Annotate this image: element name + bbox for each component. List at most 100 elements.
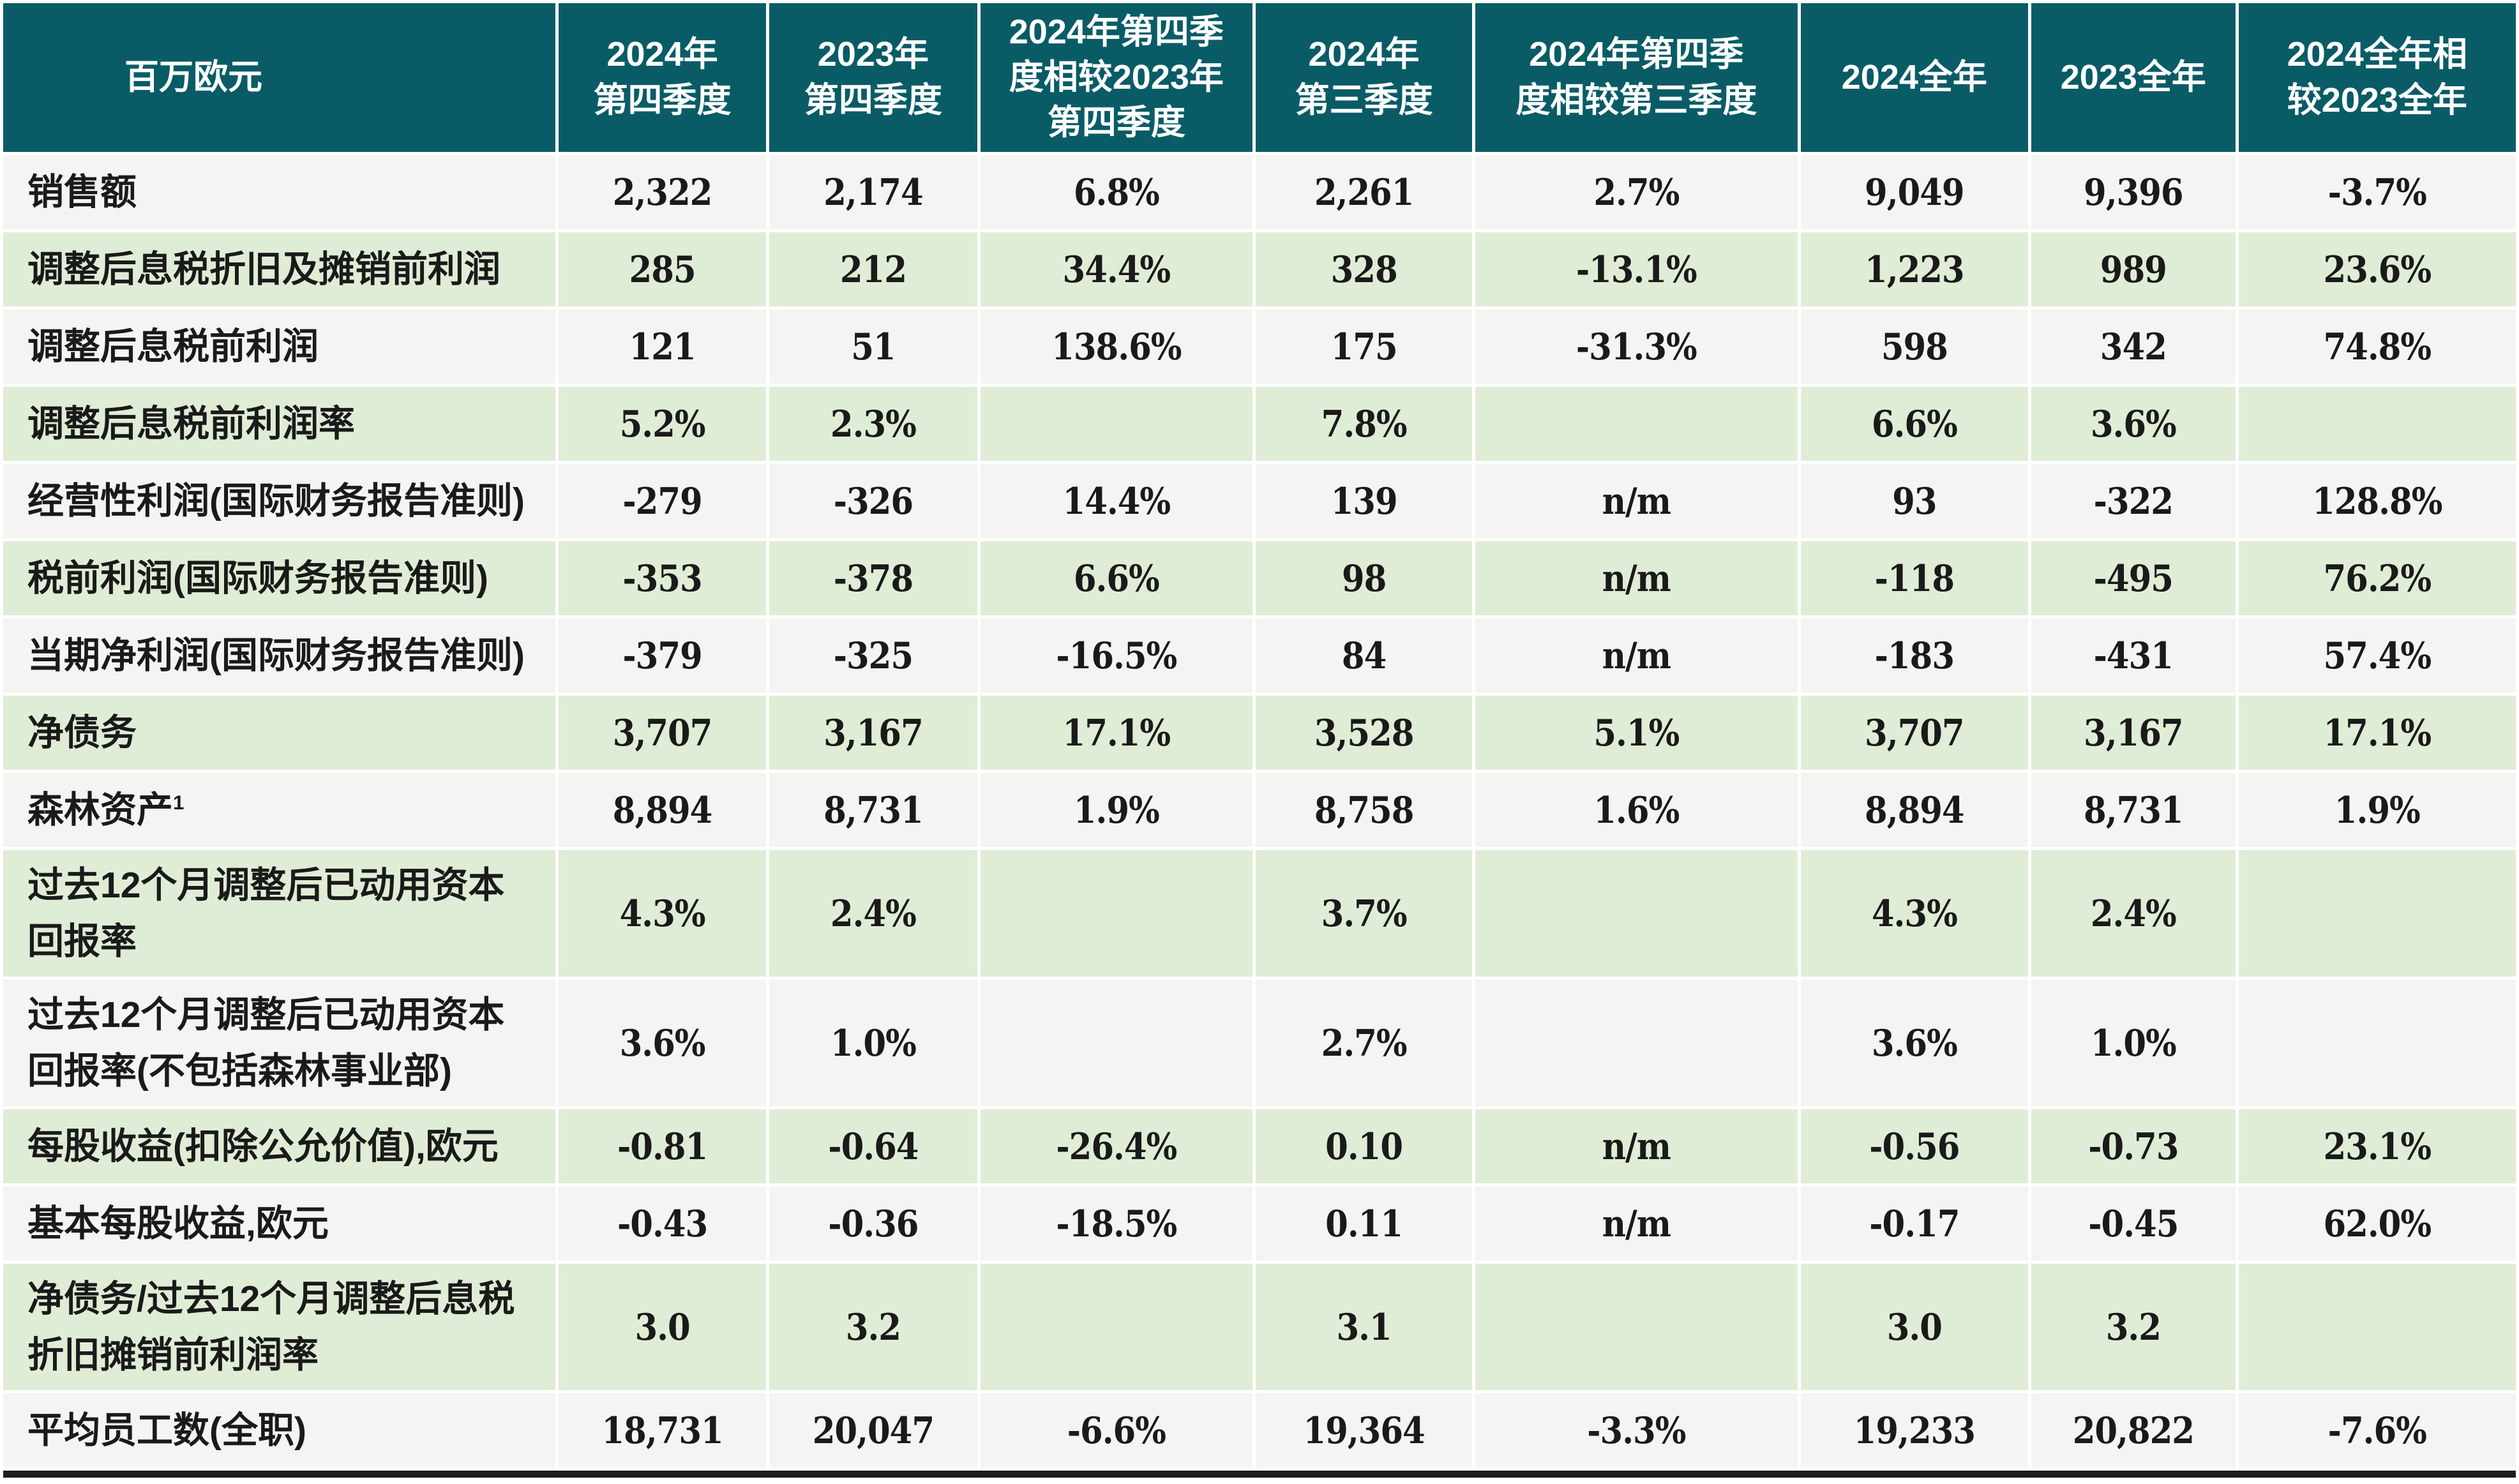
cell-value: 18,731 <box>558 1393 767 1467</box>
cell-value: 19,364 <box>1256 1393 1473 1467</box>
table-row: 税前利润(国际财务报告准则) -353 -378 6.6% 98 n/m -118 -495 7… <box>3 541 2516 615</box>
cell-value: 121 <box>558 310 767 384</box>
table-row: 调整后息税前利润率 5.2% 2.3% 7.8% 6.6% 3.6% <box>3 387 2516 461</box>
row-label: 森林资产1 <box>3 773 555 847</box>
cell-value: 1.9% <box>980 773 1253 847</box>
cell-value: 3.2 <box>769 1264 977 1390</box>
cell-value: 2,261 <box>1256 155 1473 229</box>
cell-value: 76.2% <box>2238 541 2516 615</box>
cell-value: 3.6% <box>558 980 767 1106</box>
cell-value <box>1475 1264 1798 1390</box>
cell-value: 5.1% <box>1475 696 1798 770</box>
cell-value <box>2238 1264 2516 1390</box>
cell-value: -6.6% <box>980 1393 1253 1467</box>
row-label: 销售额 <box>3 155 555 229</box>
cell-value: 62.0% <box>2238 1187 2516 1261</box>
cell-value: -0.81 <box>558 1109 767 1183</box>
table-row: 过去12个月调整后已动用资本回报率(不包括森林事业部) 3.6% 1.0% 2.7% 3… <box>3 980 2516 1106</box>
cell-value: 212 <box>769 232 977 306</box>
cell-value: -325 <box>769 618 977 693</box>
cell-value: 1.0% <box>769 980 977 1106</box>
col-header-q4-2024: 2024年 第四季度 <box>558 3 767 152</box>
footnote-marker: 1 <box>173 791 184 814</box>
cell-value <box>1475 850 1798 977</box>
cell-value: -279 <box>558 464 767 538</box>
cell-value: 285 <box>558 232 767 306</box>
cell-value: 3,167 <box>769 696 977 770</box>
row-label: 税前利润(国际财务报告准则) <box>3 541 555 615</box>
cell-value: 93 <box>1800 464 2029 538</box>
cell-value: 17.1% <box>980 696 1253 770</box>
cell-value: 138.6% <box>980 310 1253 384</box>
col-header-q4-vs-q4: 2024年第四季 度相较2023年 第四季度 <box>980 3 1253 152</box>
cell-value <box>980 850 1253 977</box>
cell-value: 9,396 <box>2031 155 2236 229</box>
cell-value: 3,528 <box>1256 696 1473 770</box>
header-row: 百万欧元 2024年 第四季度 2023年 第四季度 2024年第四季 度相较2… <box>3 3 2516 152</box>
cell-value: n/m <box>1475 618 1798 693</box>
cell-value <box>980 387 1253 461</box>
cell-value: -31.3% <box>1475 310 1798 384</box>
table-row: 净债务 3,707 3,167 17.1% 3,528 5.1% 3,707 3,167 17.… <box>3 696 2516 770</box>
cell-value: -326 <box>769 464 977 538</box>
cell-value: -16.5% <box>980 618 1253 693</box>
cell-value: -0.64 <box>769 1109 977 1183</box>
row-label: 净债务/过去12个月调整后息税折旧摊销前利润率 <box>3 1264 555 1390</box>
cell-value: 6.8% <box>980 155 1253 229</box>
cell-value: 19,233 <box>1800 1393 2029 1467</box>
cell-value: 139 <box>1256 464 1473 538</box>
cell-value: 74.8% <box>2238 310 2516 384</box>
table-row: 每股收益(扣除公允价值),欧元 -0.81 -0.64 -26.4% 0.10 n/m -0… <box>3 1109 2516 1183</box>
cell-value: -0.17 <box>1800 1187 2029 1261</box>
cell-value <box>1475 980 1798 1106</box>
col-header-fy-vs-fy: 2024全年相 较2023全年 <box>2238 3 2516 152</box>
cell-value: 7.8% <box>1256 387 1473 461</box>
cell-value: 3.0 <box>558 1264 767 1390</box>
cell-value: 4.3% <box>558 850 767 977</box>
col-header-q3-2024: 2024年 第三季度 <box>1256 3 1473 152</box>
cell-value: 0.10 <box>1256 1109 1473 1183</box>
cell-value: -0.43 <box>558 1187 767 1261</box>
cell-value: 3.6% <box>1800 980 2029 1106</box>
cell-value: 2,174 <box>769 155 977 229</box>
table-row: 净债务/过去12个月调整后息税折旧摊销前利润率 3.0 3.2 3.1 3.0 3.2 <box>3 1264 2516 1390</box>
row-label: 平均员工数(全职) <box>3 1393 555 1467</box>
table-row: 销售额 2,322 2,174 6.8% 2,261 2.7% 9,049 9,396 -3.7… <box>3 155 2516 229</box>
cell-value: -379 <box>558 618 767 693</box>
cell-value: 2.7% <box>1475 155 1798 229</box>
row-label: 过去12个月调整后已动用资本回报率(不包括森林事业部) <box>3 980 555 1106</box>
cell-value: -3.3% <box>1475 1393 1798 1467</box>
cell-value: 3,167 <box>2031 696 2236 770</box>
cell-value: 3.6% <box>2031 387 2236 461</box>
table-row: 调整后息税前利润 121 51 138.6% 175 -31.3% 598 342 74.8% <box>3 310 2516 384</box>
cell-value: -118 <box>1800 541 2029 615</box>
cell-value: 3.7% <box>1256 850 1473 977</box>
table-row: 经营性利润(国际财务报告准则) -279 -326 14.4% 139 n/m 93 -322… <box>3 464 2516 538</box>
cell-value: 1.0% <box>2031 980 2236 1106</box>
cell-value: -495 <box>2031 541 2236 615</box>
cell-value: -0.36 <box>769 1187 977 1261</box>
cell-value: 342 <box>2031 310 2236 384</box>
cell-value: -322 <box>2031 464 2236 538</box>
cell-value: 2.4% <box>2031 850 2236 977</box>
cell-value: n/m <box>1475 1109 1798 1183</box>
cell-value <box>2238 980 2516 1106</box>
cell-value <box>1475 387 1798 461</box>
cell-value: 2,322 <box>558 155 767 229</box>
cell-value <box>2238 850 2516 977</box>
cell-value: 4.3% <box>1800 850 2029 977</box>
cell-value: 51 <box>769 310 977 384</box>
cell-value: 3,707 <box>558 696 767 770</box>
cell-value: -353 <box>558 541 767 615</box>
cell-value: 6.6% <box>980 541 1253 615</box>
cell-value: -13.1% <box>1475 232 1798 306</box>
cell-value: n/m <box>1475 1187 1798 1261</box>
cell-value: -18.5% <box>980 1187 1253 1261</box>
cell-value: -7.6% <box>2238 1393 2516 1467</box>
cell-value: 2.7% <box>1256 980 1473 1106</box>
cell-value: 3.1 <box>1256 1264 1473 1390</box>
cell-value: 8,894 <box>558 773 767 847</box>
cell-value <box>2238 387 2516 461</box>
cell-value: -3.7% <box>2238 155 2516 229</box>
row-label: 当期净利润(国际财务报告准则) <box>3 618 555 693</box>
